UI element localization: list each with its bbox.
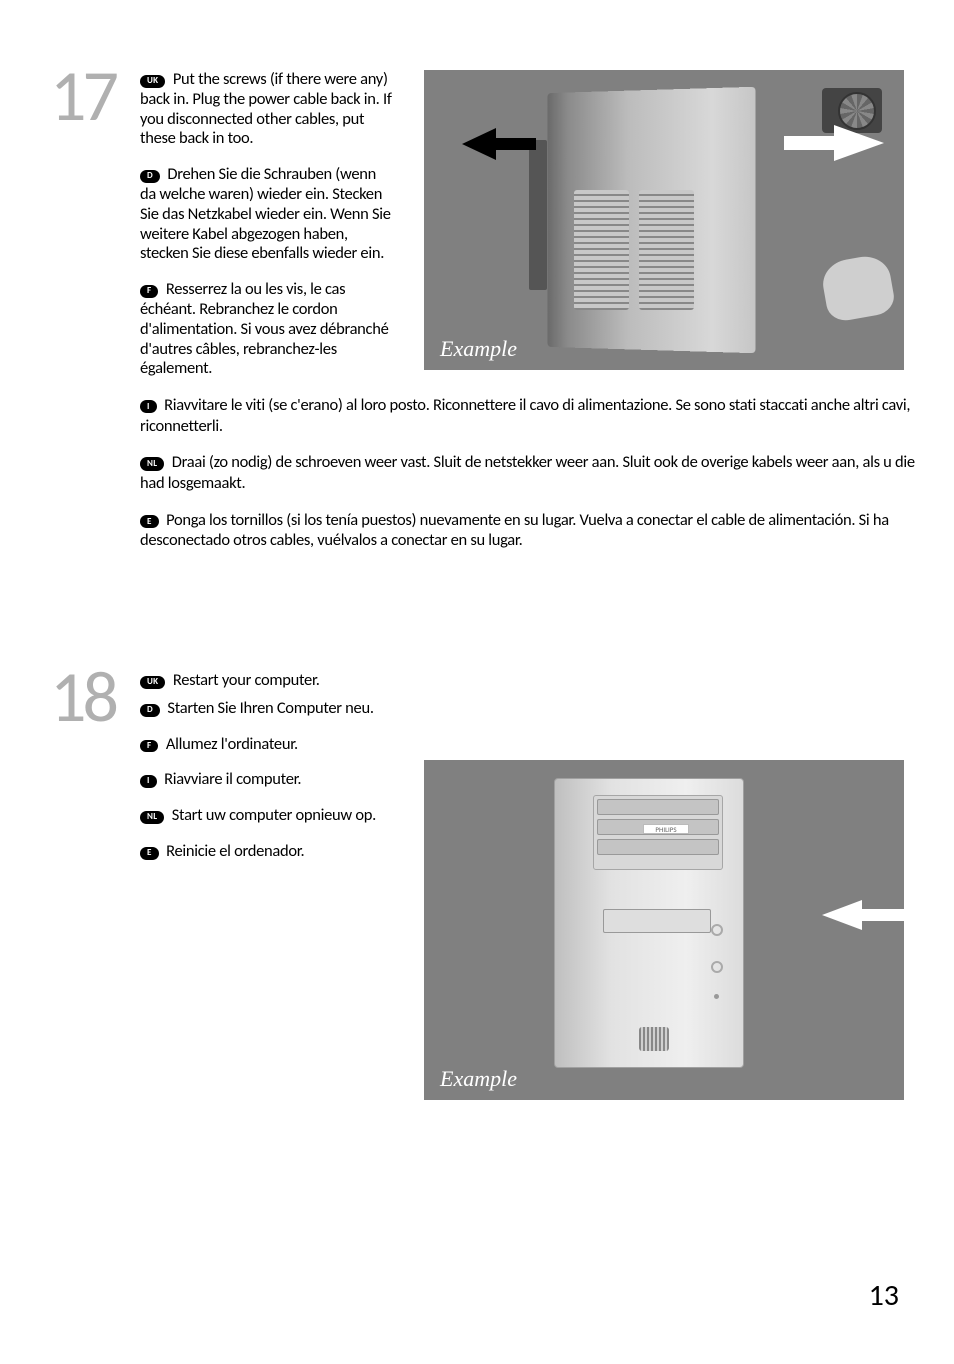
power-button-icon <box>711 924 723 936</box>
step-17-f-text: Resserrez la ou les vis, le cas échéant.… <box>140 279 389 378</box>
badge-i: I <box>140 775 157 788</box>
step-17-uk-text: Put the screws (if there were any) back … <box>140 69 392 148</box>
badge-f: F <box>140 285 158 298</box>
step-17-e-text: Ponga los tornillos (si los tenía puesto… <box>140 510 889 551</box>
badge-f: F <box>140 740 158 753</box>
led-icon <box>714 994 719 999</box>
arrow-left-white-icon <box>822 900 862 930</box>
page-number: 13 <box>869 1277 899 1314</box>
badge-d: D <box>140 170 160 183</box>
step-18-d-text: Starten Sie Ihren Computer neu. <box>164 698 374 718</box>
badge-i: I <box>140 400 157 413</box>
step-18-column: UK Restart your computer. D Starten Sie … <box>140 671 395 862</box>
step-number-17: 17 <box>50 60 115 132</box>
step-17-section: 17 UK Put the screws (if there were any)… <box>50 70 904 551</box>
step-18-uk-text: Restart your computer. <box>169 670 319 690</box>
step-18-e-text: Reinicie el ordenador. <box>163 841 305 861</box>
step-18-d: D Starten Sie Ihren Computer neu. <box>140 699 395 719</box>
step-number-18: 18 <box>50 661 115 733</box>
step-17-nl-text: Draai (zo nodig) de schroeven weer vast.… <box>140 452 915 493</box>
cd-drive <box>603 909 711 933</box>
step-17-wide-column: I Riavvitare le viti (se c'erano) al lor… <box>140 395 920 551</box>
step-17-i-text: Riavvitare le viti (se c'erano) al loro … <box>140 395 910 436</box>
step-17-narrow-column: UK Put the screws (if there were any) ba… <box>140 70 395 379</box>
step-17-nl: NL Draai (zo nodig) de schroeven weer va… <box>140 452 920 493</box>
badge-uk: UK <box>140 676 165 689</box>
step-17-uk: UK Put the screws (if there were any) ba… <box>140 70 395 149</box>
step-18-f: F Allumez l'ordinateur. <box>140 735 395 755</box>
badge-e: E <box>140 847 159 860</box>
badge-e: E <box>140 515 159 528</box>
badge-nl: NL <box>140 457 164 470</box>
step-17-d: D Drehen Sie die Schrauben (wenn da welc… <box>140 165 395 264</box>
badge-nl: NL <box>140 811 164 824</box>
step-18-e: E Reinicie el ordenador. <box>140 842 395 862</box>
step-18-nl: NL Start uw computer opnieuw op. <box>140 806 395 826</box>
front-vent-icon <box>639 1027 669 1051</box>
step-18-uk: UK Restart your computer. <box>140 671 395 691</box>
step-17-i: I Riavvitare le viti (se c'erano) al lor… <box>140 395 920 436</box>
step-18-f-text: Allumez l'ordinateur. <box>162 734 297 754</box>
step-17-f: F Resserrez la ou les vis, le cas échéan… <box>140 280 395 379</box>
step-17-d-text: Drehen Sie die Schrauben (wenn da welche… <box>140 164 391 263</box>
badge-d: D <box>140 704 160 717</box>
badge-uk: UK <box>140 75 165 88</box>
step-18-i: I Riavviare il computer. <box>140 770 395 790</box>
step-18-i-text: Riavviare il computer. <box>161 769 302 789</box>
figure-caption: Example <box>440 1066 517 1092</box>
step-18-nl-text: Start uw computer opnieuw op. <box>168 805 376 825</box>
step-17-e: E Ponga los tornillos (si los tenía pues… <box>140 510 920 551</box>
step-18-section: 18 UK Restart your computer. D Starten S… <box>50 671 904 862</box>
reset-button-icon <box>711 961 723 973</box>
